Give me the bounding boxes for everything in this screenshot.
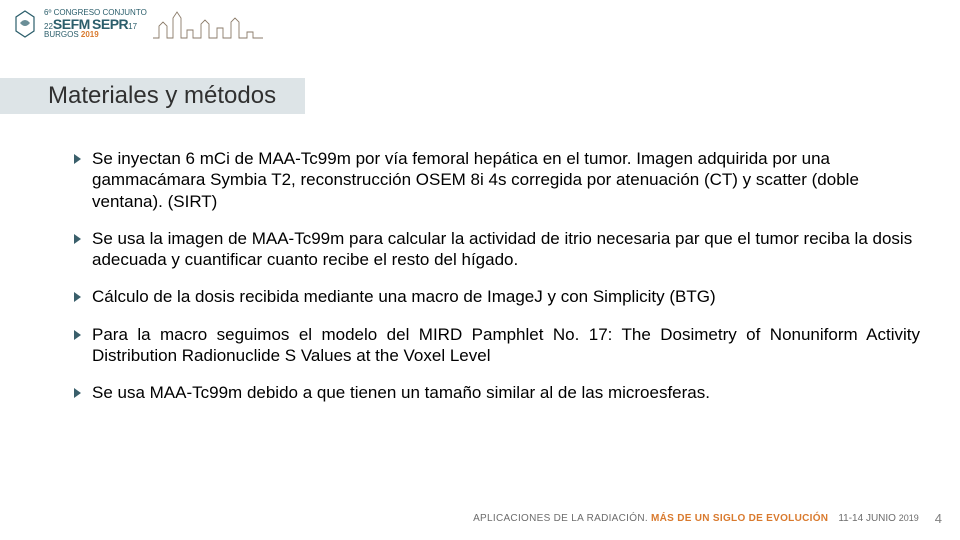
header-logo: 6º CONGRESO CONJUNTO 22SEFM SEPR17 BURGO… xyxy=(12,8,263,40)
congress-emblem-icon xyxy=(12,9,38,39)
slide-title: Materiales y métodos xyxy=(48,78,276,114)
bullet-marker-icon xyxy=(74,234,92,244)
bullet-marker-icon xyxy=(74,388,92,398)
footer: APLICACIONES DE LA RADIACIÓN. MÁS DE UN … xyxy=(473,511,942,526)
bullet-text: Se inyectan 6 mCi de MAA-Tc99m por vía f… xyxy=(92,148,920,212)
bullet-text: Se usa la imagen de MAA-Tc99m para calcu… xyxy=(92,228,920,271)
bullet-item: Se inyectan 6 mCi de MAA-Tc99m por vía f… xyxy=(74,148,920,212)
footer-dates: 11-14 JUNIO 2019 xyxy=(838,513,918,524)
slide: 6º CONGRESO CONJUNTO 22SEFM SEPR17 BURGO… xyxy=(0,0,960,540)
logo-line3: BURGOS 2019 xyxy=(44,31,99,39)
footer-year: 2019 xyxy=(899,513,919,523)
footer-tagline-a: APLICACIONES DE LA RADIACIÓN. xyxy=(473,513,648,524)
footer-dates-text: 11-14 JUNIO xyxy=(838,513,896,524)
footer-tagline: APLICACIONES DE LA RADIACIÓN. MÁS DE UN … xyxy=(473,513,828,524)
logo-text-block: 6º CONGRESO CONJUNTO 22SEFM SEPR17 BURGO… xyxy=(44,9,147,39)
bullet-item: Cálculo de la dosis recibida mediante un… xyxy=(74,286,920,307)
bullet-text: Para la macro seguimos el modelo del MIR… xyxy=(92,324,920,367)
bullet-marker-icon xyxy=(74,330,92,340)
bullet-marker-icon xyxy=(74,292,92,302)
bullet-text: Cálculo de la dosis recibida mediante un… xyxy=(92,286,716,307)
footer-tagline-b: MÁS DE UN SIGLO DE EVOLUCIÓN xyxy=(651,513,828,524)
skyline-icon xyxy=(153,8,263,40)
bullet-text: Se usa MAA-Tc99m debido a que tienen un … xyxy=(92,382,710,403)
logo-l3a: BURGOS xyxy=(44,30,79,39)
bullet-list: Se inyectan 6 mCi de MAA-Tc99m por vía f… xyxy=(74,148,920,419)
page-number: 4 xyxy=(935,511,942,526)
bullet-marker-icon xyxy=(74,154,92,164)
bullet-item: Para la macro seguimos el modelo del MIR… xyxy=(74,324,920,367)
logo-l2d: 17 xyxy=(128,22,137,31)
bullet-item: Se usa la imagen de MAA-Tc99m para calcu… xyxy=(74,228,920,271)
bullet-item: Se usa MAA-Tc99m debido a que tienen un … xyxy=(74,382,920,403)
logo-l3b: 2019 xyxy=(81,30,99,39)
logo-line2: 22SEFM SEPR17 xyxy=(44,17,137,31)
